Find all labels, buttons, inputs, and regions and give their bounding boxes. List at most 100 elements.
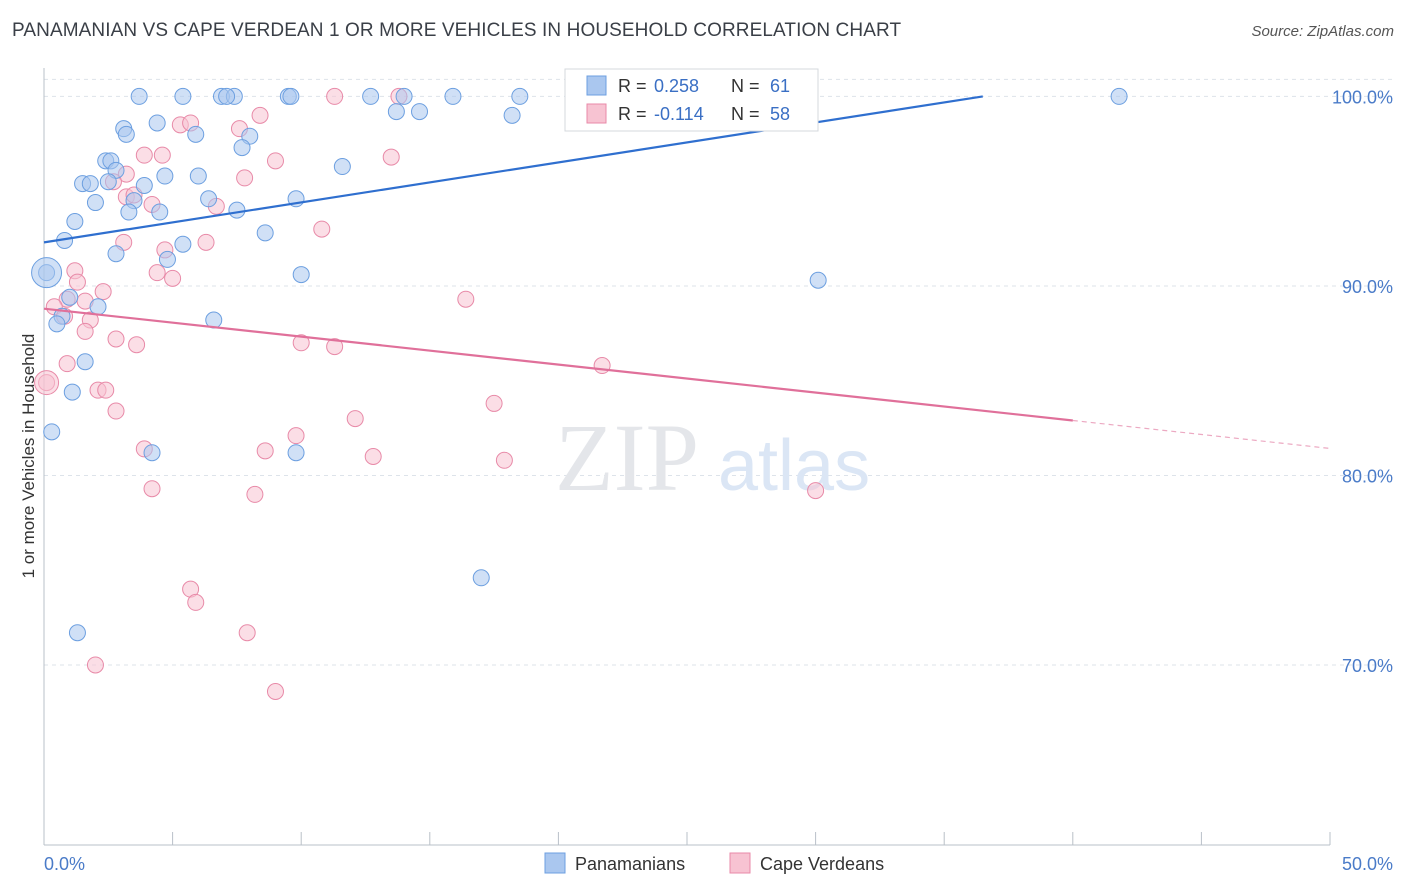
panamanian-point <box>81 175 99 193</box>
series-legend: Panamanians Cape Verdeans <box>544 852 884 874</box>
cape-verdean-point <box>58 355 76 373</box>
x-axis-ticks <box>43 832 1331 845</box>
legend-swatch-pink <box>586 103 607 124</box>
panamanian-point <box>99 173 117 191</box>
panamanian-point <box>148 114 166 132</box>
legend-panamanians-swatch <box>544 852 566 874</box>
panamanian-point <box>135 176 153 194</box>
cape-verdean-point <box>346 410 364 428</box>
legend-cape-verdeans-swatch <box>729 852 751 874</box>
panamanian-point <box>1110 87 1128 105</box>
panamanian-point <box>61 288 79 306</box>
cape-verdean-point <box>128 336 146 354</box>
y-tick-label: 70.0% <box>1342 656 1393 676</box>
cape-verdean-point <box>251 106 269 124</box>
panamanian-point <box>89 298 107 316</box>
panamanian-point <box>156 167 174 185</box>
cape-verdean-point <box>236 169 254 187</box>
panamanian-point <box>282 87 300 105</box>
chart-title: PANAMANIAN VS CAPE VERDEAN 1 OR MORE VEH… <box>12 20 902 41</box>
cape-verdean-point <box>266 682 284 700</box>
y-tick-label: 100.0% <box>1332 87 1393 107</box>
cape-verdean-point <box>326 338 344 356</box>
legend-r-value-2: -0.114 <box>654 104 704 124</box>
cape-verdean-point <box>148 264 166 282</box>
panamanian-point <box>809 271 827 289</box>
x-tick-label-min: 0.0% <box>44 854 85 874</box>
legend-n-label-2: N = <box>731 104 760 124</box>
cape-verdean-point <box>164 269 182 287</box>
cape-verdean-point <box>153 146 171 164</box>
cape-verdean-point <box>485 394 503 412</box>
cape-verdean-point <box>287 427 305 445</box>
panamanian-point <box>86 194 104 212</box>
panamanian-point <box>287 444 305 462</box>
cape-verdean-point <box>135 146 153 164</box>
panamanian-point <box>387 103 405 121</box>
panamanian-point <box>218 87 236 105</box>
cape-verdean-point <box>256 442 274 460</box>
cape-verdean-point <box>266 152 284 170</box>
cape-verdean-point <box>107 330 125 348</box>
panamanian-point <box>120 203 138 221</box>
source-label: Source: ZipAtlas.com <box>1251 23 1394 40</box>
cape-verdean-point <box>68 273 86 291</box>
legend-n-value-1: 61 <box>770 76 790 96</box>
panamanian-point <box>68 624 86 642</box>
panamanian-point <box>395 87 413 105</box>
cape-verdean-point <box>807 482 825 500</box>
cape-verdean-trend-extension <box>1072 419 1331 450</box>
legend-n-value-2: 58 <box>770 104 790 124</box>
panamanian-point <box>151 203 169 221</box>
trend-lines <box>43 95 1331 450</box>
cape-verdean-point <box>382 148 400 166</box>
panamanian-point <box>503 106 521 124</box>
cape-verdean-point <box>457 290 475 308</box>
legend-swatch-blue <box>586 75 607 96</box>
cape-verdean-point <box>593 357 611 375</box>
cape-verdean-point <box>238 624 256 642</box>
panamanian-point <box>472 569 490 587</box>
y-axis-label: 1 or more Vehicles in Household <box>19 334 38 579</box>
legend-r-label-2: R = <box>618 104 647 124</box>
cape-verdean-point <box>107 402 125 420</box>
legend-r-value-1: 0.258 <box>654 76 699 96</box>
panamanian-point <box>130 87 148 105</box>
grid <box>44 78 1393 666</box>
panamanian-point <box>292 266 310 284</box>
cape-verdean-point <box>97 381 115 399</box>
panamanian-point <box>187 125 205 143</box>
panamanian-point <box>411 103 429 121</box>
panamanian-point <box>48 315 66 333</box>
series-cape-verdeans <box>34 87 825 700</box>
cape-verdean-point <box>187 593 205 611</box>
cape-verdean-point <box>364 448 382 465</box>
panamanian-point <box>228 201 246 219</box>
legend-panamanians-label: Panamanians <box>575 854 685 874</box>
panamanian-trend-line <box>43 95 983 244</box>
cape-verdean-trend-line <box>43 307 1073 422</box>
cape-verdean-point <box>246 485 264 503</box>
stats-legend: R = 0.258 N = 61 R = -0.114 N = 58 <box>564 68 819 132</box>
panamanian-point <box>66 213 84 231</box>
cape-verdean-point <box>94 283 112 301</box>
panamanian-point <box>117 125 135 143</box>
panamanian-point <box>189 167 207 185</box>
panamanian-point <box>233 139 251 157</box>
panamanian-point <box>31 257 63 289</box>
panamanian-point <box>76 353 94 371</box>
cape-verdean-point <box>313 220 331 238</box>
watermark-atlas: atlas <box>718 426 870 506</box>
cape-verdean-point <box>292 334 310 352</box>
panamanian-point <box>63 383 81 401</box>
panamanian-point <box>333 158 351 176</box>
cape-verdean-point <box>495 451 513 469</box>
panamanian-point <box>43 423 61 441</box>
panamanian-point <box>444 87 462 105</box>
panamanian-point <box>511 87 529 105</box>
panamanian-point <box>143 444 161 462</box>
panamanian-point <box>256 224 274 242</box>
panamanian-point <box>200 190 218 208</box>
legend-n-label-1: N = <box>731 76 760 96</box>
